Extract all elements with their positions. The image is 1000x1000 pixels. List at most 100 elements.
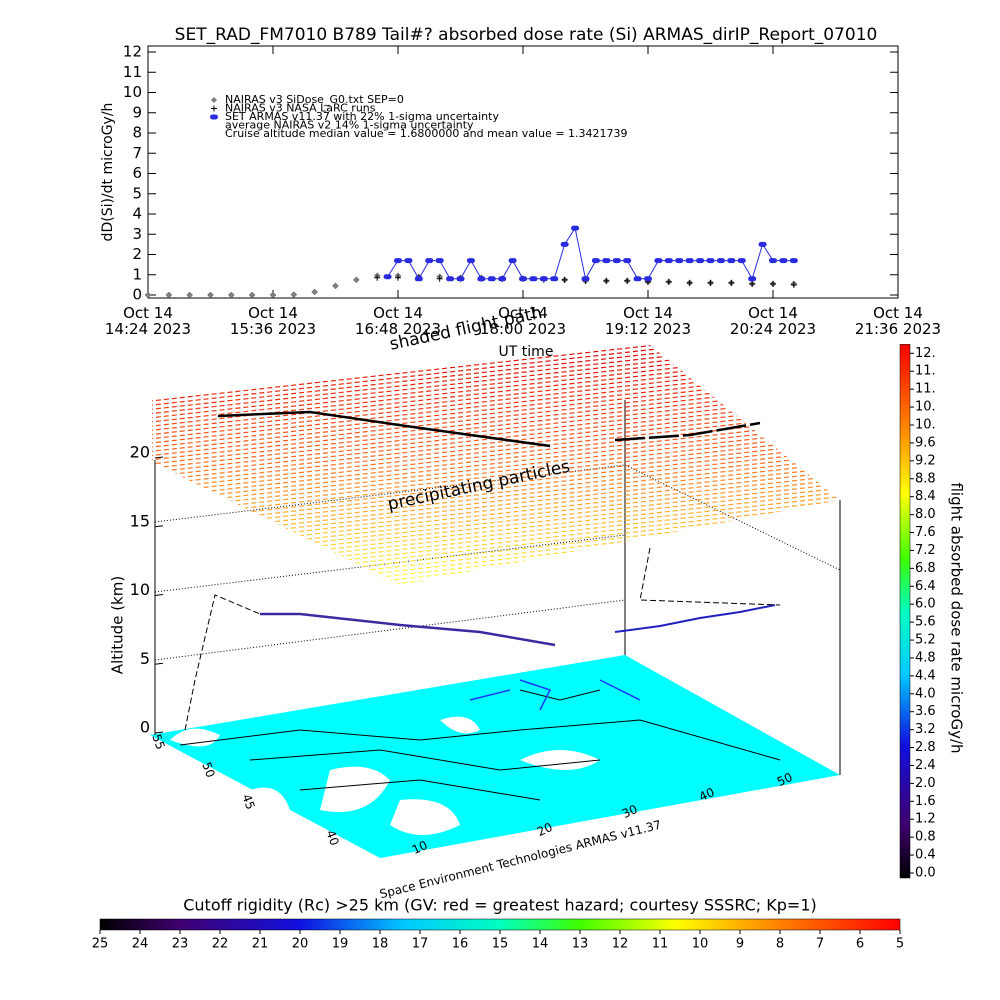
- point: [248, 291, 256, 299]
- point: [612, 258, 621, 264]
- point: [664, 258, 673, 264]
- point: [311, 288, 319, 296]
- colorbar-tick-label: 9: [736, 937, 744, 952]
- point: [603, 277, 610, 284]
- point: [727, 258, 736, 264]
- colorbar-tick-label: 1.2: [915, 812, 936, 827]
- y-axis-label: dD(Si)/dt microGy/h: [100, 103, 116, 242]
- point: [395, 274, 401, 281]
- y-tick-label: 12: [123, 43, 142, 61]
- point: [425, 258, 434, 264]
- colorbar-tick-label: 3.2: [915, 722, 936, 737]
- y-tick-label: 9: [132, 103, 142, 121]
- point: [539, 276, 548, 282]
- point: [436, 275, 443, 282]
- point: [644, 276, 652, 282]
- lon-tick-label: 50: [775, 770, 795, 789]
- map-rivers: [469, 679, 641, 711]
- colorbar-tick-label: 9.6: [915, 435, 936, 450]
- flight-path-shadow: [260, 612, 556, 647]
- point: [561, 276, 568, 283]
- point: [487, 276, 496, 282]
- point: [748, 276, 757, 282]
- point: [374, 274, 381, 281]
- z-tick: [154, 594, 164, 596]
- colorbar-tick-label: 14: [532, 937, 549, 952]
- point: [207, 291, 214, 299]
- point: [591, 258, 600, 264]
- colorbar-tick-label: 11: [652, 937, 669, 952]
- legend-marker: [211, 97, 217, 103]
- point: [477, 276, 486, 282]
- x-tick-label: Oct 14 20:24 2023: [729, 304, 817, 338]
- chart-title: SET_RAD_FM7010 B789 Tail#? absorbed dose…: [175, 25, 878, 45]
- z-tick-label: 5: [140, 649, 150, 668]
- colorbar-tick-label: 5: [896, 937, 904, 952]
- point: [352, 276, 360, 284]
- point: [529, 276, 538, 282]
- x-tick-label: Oct 14 18:00 2023: [479, 304, 567, 338]
- point: [696, 258, 705, 264]
- flight-path-top: [217, 410, 551, 448]
- colorbar-tick-label: 16: [452, 937, 469, 952]
- colorbar-tick-label: 22: [212, 937, 229, 952]
- flight-path-projection: [639, 547, 781, 606]
- point: [686, 279, 693, 286]
- point: [769, 258, 777, 264]
- colorbar-tick-label: 23: [172, 937, 189, 952]
- point: [446, 276, 455, 282]
- point: [623, 258, 632, 264]
- point: [414, 276, 423, 282]
- point: [435, 258, 444, 264]
- point: [383, 274, 392, 280]
- point: [685, 258, 694, 264]
- point: [707, 279, 714, 286]
- point: [144, 291, 152, 299]
- legend-label: NAIRAS v3 SiDose_G0.txt SEP=0: [225, 93, 404, 106]
- colorbar-tick-label: 9.2: [915, 453, 936, 468]
- point: [394, 258, 402, 264]
- point: [789, 258, 798, 264]
- colorbar-tick-label: 21: [252, 937, 269, 952]
- colorbar-tick-label: 18: [372, 937, 389, 952]
- lat-tick-label: 50: [199, 760, 217, 779]
- z-axis-label: Altitude (km): [109, 576, 127, 674]
- colorbar-tick-label: 20: [292, 937, 309, 952]
- z-tick-label: 10: [130, 580, 150, 599]
- map-borders: [179, 689, 781, 801]
- colorbar-tick-label: 7.6: [915, 525, 936, 540]
- lon-tick-label: 10: [410, 838, 430, 857]
- colorbar-tick-label: 6.8: [915, 561, 936, 576]
- colorbar-tick-label: 0.8: [915, 830, 936, 845]
- map-panel: [150, 345, 841, 858]
- point: [779, 258, 788, 264]
- legend-label: NAIRAS v3 NASA LaRC runs: [225, 102, 376, 115]
- colorbar-tick-label: 11.: [915, 382, 936, 397]
- colorbar-tick-label: 11.: [915, 364, 936, 379]
- lon-tick-label: 30: [620, 802, 640, 821]
- point: [654, 258, 663, 264]
- point: [456, 276, 465, 282]
- x-tick-label: Oct 14 16:48 2023: [354, 304, 442, 338]
- colorbar-tick-label: 19: [332, 937, 349, 952]
- colorbar-tick-label: 10.: [915, 418, 936, 433]
- point: [728, 279, 735, 286]
- legend-marker: [210, 114, 218, 120]
- annotation: Cruise altitude median value = 1.6800000…: [225, 127, 628, 140]
- point: [633, 276, 642, 282]
- x-tick-label: Oct 14 21:36 2023: [854, 304, 942, 338]
- colorbar-tick-label: 6.0: [915, 597, 936, 612]
- point: [749, 280, 756, 287]
- z-tick: [154, 456, 164, 459]
- y-tick-label: 7: [132, 144, 142, 162]
- point: [227, 291, 235, 299]
- y-tick-label: 11: [123, 63, 142, 81]
- series-line: [387, 226, 794, 281]
- colorbar-tick-label: 17: [412, 937, 429, 952]
- lat-tick-label: 40: [323, 828, 341, 847]
- point: [269, 291, 277, 299]
- series: [144, 272, 798, 299]
- lon-tick-label: 40: [697, 785, 717, 804]
- colorbar-tick-label: 8.4: [915, 489, 936, 504]
- point: [508, 258, 517, 264]
